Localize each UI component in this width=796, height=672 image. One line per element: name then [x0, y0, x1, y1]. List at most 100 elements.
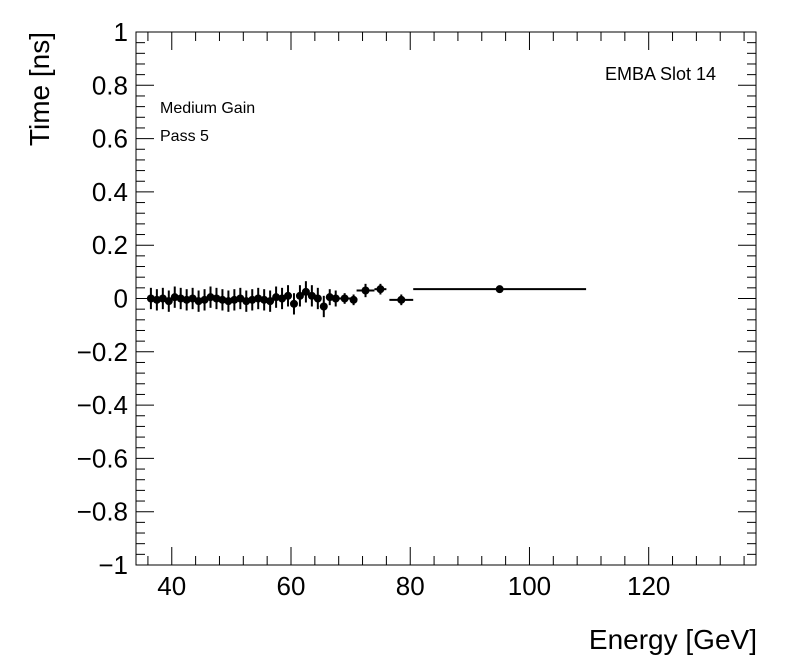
point-marker: [301, 287, 310, 296]
point-marker: [313, 294, 322, 303]
x-tick-label: 40: [157, 571, 186, 601]
point-marker: [206, 293, 215, 302]
data-point: [319, 295, 328, 318]
annotation-slot: EMBA Slot 14: [605, 64, 716, 84]
point-marker: [224, 297, 233, 306]
x-axis-title: Energy [GeV]: [589, 624, 757, 655]
data-point: [313, 287, 322, 310]
data-point: [200, 289, 209, 311]
data-point: [272, 286, 281, 308]
point-marker: [340, 294, 349, 303]
data-point: [164, 290, 173, 312]
data-point: [242, 290, 251, 312]
point-marker: [158, 294, 167, 303]
data-point: [349, 294, 358, 306]
point-marker: [272, 293, 281, 302]
point-marker: [278, 294, 287, 303]
y-axis-title: Time [ns]: [24, 32, 55, 146]
data-point: [176, 287, 185, 310]
point-marker: [284, 291, 293, 300]
point-marker: [176, 294, 185, 303]
point-marker: [331, 294, 340, 303]
x-tick-label: 100: [508, 571, 551, 601]
data-point: [289, 293, 298, 315]
data-point: [260, 289, 269, 311]
data-point: [338, 293, 351, 304]
data-point: [236, 287, 245, 310]
point-marker: [307, 291, 316, 300]
data-point: [188, 287, 197, 310]
point-marker: [188, 294, 197, 303]
data-point: [301, 281, 310, 303]
data-point: [374, 283, 387, 295]
data-point: [254, 287, 263, 310]
data-point: [413, 285, 587, 294]
data-point: [295, 285, 304, 307]
y-tick-label: 0.8: [92, 70, 128, 100]
point-marker: [218, 295, 227, 304]
y-tick-label: −0.4: [77, 390, 128, 420]
y-tick-label: 0: [114, 284, 128, 314]
y-tick-label: −0.2: [77, 337, 128, 367]
x-tick-label: 80: [396, 571, 425, 601]
data-point: [248, 289, 257, 311]
point-marker: [212, 294, 221, 303]
point-marker: [152, 295, 161, 304]
data-point: [224, 290, 233, 312]
annotation-pass: Pass 5: [160, 128, 209, 145]
point-marker: [349, 295, 358, 304]
point-marker: [182, 295, 191, 304]
data-point: [325, 289, 334, 306]
y-tick-label: 1: [114, 17, 128, 47]
data-point: [212, 287, 221, 310]
data-point: [389, 294, 414, 306]
data-points: [146, 281, 587, 318]
data-point: [146, 287, 155, 310]
data-point: [266, 290, 275, 312]
point-marker: [266, 297, 275, 306]
point-marker: [200, 295, 209, 304]
data-point: [206, 286, 215, 308]
data-point: [182, 289, 191, 311]
point-marker: [289, 299, 298, 308]
axis-ticks: [136, 31, 756, 566]
point-marker: [397, 295, 406, 304]
y-tick-label: −1: [98, 550, 128, 580]
point-marker: [319, 302, 328, 311]
point-marker: [495, 285, 504, 294]
y-tick-label: −0.6: [77, 443, 128, 473]
point-marker: [242, 297, 251, 306]
point-marker: [248, 295, 257, 304]
x-tick-label: 60: [277, 571, 306, 601]
data-point: [218, 289, 227, 311]
data-point: [284, 285, 293, 307]
point-marker: [361, 286, 370, 295]
point-marker: [194, 297, 203, 306]
data-point: [331, 290, 340, 307]
y-tick-label: 0.2: [92, 230, 128, 260]
data-point: [230, 289, 239, 311]
tick-labels: −1 −0.8 −0.6 −0.4 −0.2 0 0.2 0.4 0.6 0.8 1 40 60 80 10…: [77, 17, 671, 601]
point-marker: [376, 285, 385, 294]
point-marker: [236, 294, 245, 303]
annotation-gain: Medium Gain: [160, 100, 255, 117]
data-point: [356, 283, 375, 298]
point-marker: [295, 291, 304, 300]
point-marker: [164, 297, 173, 306]
point-marker: [146, 294, 155, 303]
point-marker: [254, 294, 263, 303]
data-point: [307, 285, 316, 307]
y-tick-label: −0.8: [77, 497, 128, 527]
point-marker: [325, 293, 334, 302]
data-point: [152, 289, 161, 311]
point-marker: [170, 293, 179, 302]
y-tick-label: 0.6: [92, 124, 128, 154]
data-point: [170, 286, 179, 308]
data-point: [194, 290, 203, 312]
point-marker: [230, 295, 239, 304]
data-point: [158, 287, 167, 310]
x-tick-label: 120: [627, 571, 670, 601]
y-tick-label: 0.4: [92, 177, 128, 207]
data-point: [278, 287, 287, 310]
